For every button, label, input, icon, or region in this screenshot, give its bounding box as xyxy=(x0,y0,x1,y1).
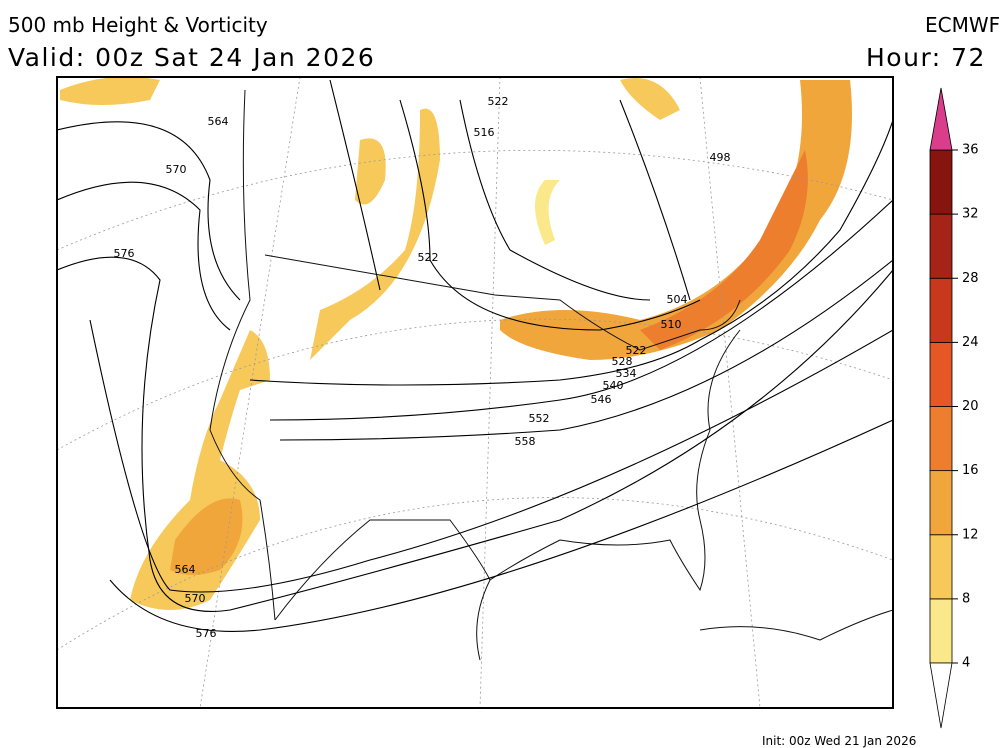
colorbar-tick-label: 16 xyxy=(962,463,979,478)
height-contours xyxy=(57,79,893,632)
colorbar: 4 8 12 16 20 24 28 32 36 xyxy=(929,87,979,729)
colorbar-tick-label: 20 xyxy=(962,399,979,414)
colorbar-segment xyxy=(929,341,953,407)
title: 500 mb Height & Vorticity xyxy=(8,13,268,37)
contour-label: 498 xyxy=(710,151,731,164)
vorticity-shading xyxy=(60,77,852,610)
map-frame xyxy=(56,76,894,709)
contour-label: 540 xyxy=(603,379,624,392)
contour-label: 546 xyxy=(591,393,612,406)
contour-label: 522 xyxy=(418,251,439,264)
colorbar-segment xyxy=(929,534,953,600)
colorbar-segment xyxy=(929,213,953,279)
model-name: ECMWF xyxy=(925,13,1000,37)
colorbar-tick-label: 36 xyxy=(962,143,979,158)
contour-label: 570 xyxy=(166,163,187,176)
colorbar-tick-label: 8 xyxy=(962,591,970,606)
colorbar-segment xyxy=(929,277,953,343)
contour-label: 576 xyxy=(114,247,135,260)
colorbar-segment xyxy=(929,406,953,472)
colorbar-tick-label: 32 xyxy=(962,207,979,222)
colorbar-segment xyxy=(929,598,953,664)
colorbar-tick-label: 28 xyxy=(962,271,979,286)
contour-label: 522 xyxy=(626,344,647,357)
contour-label: 534 xyxy=(616,367,637,380)
contour-label: 504 xyxy=(667,293,688,306)
colorbar-tick-label: 12 xyxy=(962,527,979,542)
contour-label: 522 xyxy=(488,95,509,108)
colorbar-under xyxy=(929,662,953,729)
contour-label: 528 xyxy=(612,355,633,368)
forecast-hour: Hour: 72 xyxy=(866,43,986,72)
contour-label: 558 xyxy=(515,435,536,448)
colorbar-tick-label: 4 xyxy=(962,656,970,671)
contour-label: 552 xyxy=(529,412,550,425)
contour-label: 510 xyxy=(661,318,682,331)
colorbar-tick-label: 24 xyxy=(962,335,979,350)
lat-lon-grid xyxy=(57,77,893,708)
geography xyxy=(209,89,893,661)
colorbar-segment xyxy=(929,470,953,536)
contour-labels: 564 570 576 522 516 498 522 504 510 522 … xyxy=(114,95,731,640)
colorbar-segment xyxy=(929,149,953,215)
contour-label: 576 xyxy=(196,627,217,640)
map: 564 570 576 522 516 498 522 504 510 522 … xyxy=(56,76,894,709)
contour-label: 564 xyxy=(208,115,229,128)
contour-label: 516 xyxy=(474,126,495,139)
valid-time: Valid: 00z Sat 24 Jan 2026 xyxy=(8,43,375,72)
contour-label: 570 xyxy=(185,592,206,605)
contour-label: 564 xyxy=(175,563,196,576)
init-time: Init: 00z Wed 21 Jan 2026 xyxy=(762,734,916,748)
colorbar-over xyxy=(929,87,953,151)
